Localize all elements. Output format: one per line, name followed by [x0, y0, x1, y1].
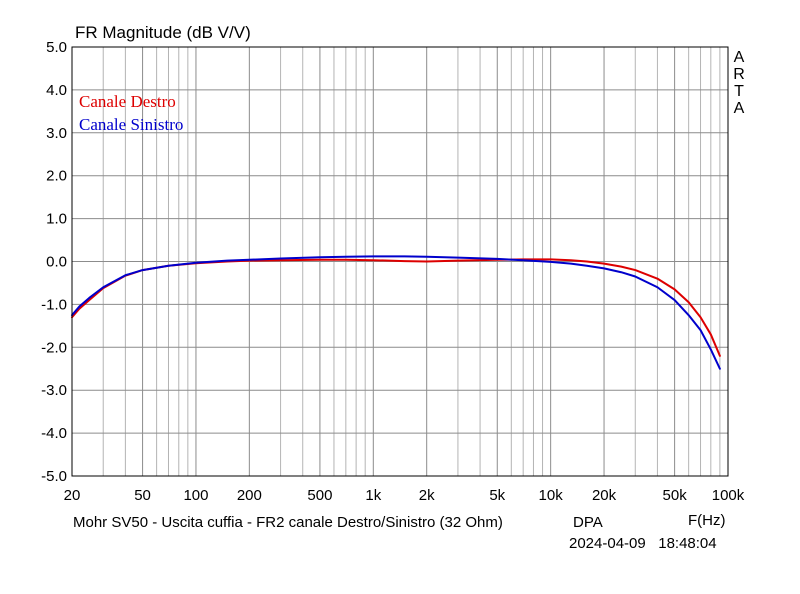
series-lines — [71, 255, 721, 370]
x-tick-label: 50k — [663, 487, 688, 504]
y-tick-label: -3.0 — [41, 382, 67, 399]
side-letter: R — [733, 66, 745, 83]
series-line-canale-destro — [71, 258, 721, 357]
x-tick-label: 10k — [539, 487, 564, 504]
x-tick-label: 1k — [365, 487, 381, 504]
x-tick-label: 500 — [307, 487, 332, 504]
footer-description: Mohr SV50 - Uscita cuffia - FR2 canale D… — [73, 514, 503, 531]
y-tick-label: 5.0 — [46, 39, 67, 56]
side-letter: T — [734, 83, 744, 100]
footer-datetime: 2024-04-09 18:48:04 — [569, 535, 717, 552]
legend-canale-sinistro: Canale Sinistro — [79, 115, 183, 134]
y-tick-label: -1.0 — [41, 296, 67, 313]
x-axis-unit: F(Hz) — [688, 512, 726, 529]
x-tick-label: 100 — [183, 487, 208, 504]
footer-brand: DPA — [573, 514, 603, 531]
y-tick-label: 3.0 — [46, 125, 67, 142]
side-letter: A — [734, 100, 745, 117]
y-tick-label: -4.0 — [41, 425, 67, 442]
x-tick-label: 5k — [489, 487, 505, 504]
x-tick-label: 2k — [419, 487, 435, 504]
y-tick-label: 4.0 — [46, 82, 67, 99]
x-tick-label: 20 — [64, 487, 81, 504]
x-tick-label: 200 — [237, 487, 262, 504]
x-tick-label: 20k — [592, 487, 617, 504]
side-letter: A — [734, 49, 745, 66]
y-tick-label: 1.0 — [46, 211, 67, 228]
series-line-canale-sinistro — [71, 255, 721, 370]
y-tick-labels: 5.0 4.0 3.0 2.0 1.0 0.0 -1.0 -2.0 -3.0 -4.0 -5.0 — [41, 39, 67, 485]
plot-frame — [71, 46, 729, 477]
y-tick-label: 0.0 — [46, 254, 67, 271]
y-tick-label: -5.0 — [41, 468, 67, 485]
x-tick-label: 100k — [712, 487, 745, 504]
side-label-arta: A R T A — [733, 49, 745, 117]
x-tick-label: 50 — [134, 487, 151, 504]
y-tick-label: -2.0 — [41, 339, 67, 356]
y-tick-label: 2.0 — [46, 168, 67, 185]
x-tick-labels: 20 50 100 200 500 1k 2k 5k 10k 20k 50k 100k — [64, 487, 745, 504]
chart-title: FR Magnitude (dB V/V) — [75, 23, 251, 42]
legend-canale-destro: Canale Destro — [79, 92, 176, 111]
